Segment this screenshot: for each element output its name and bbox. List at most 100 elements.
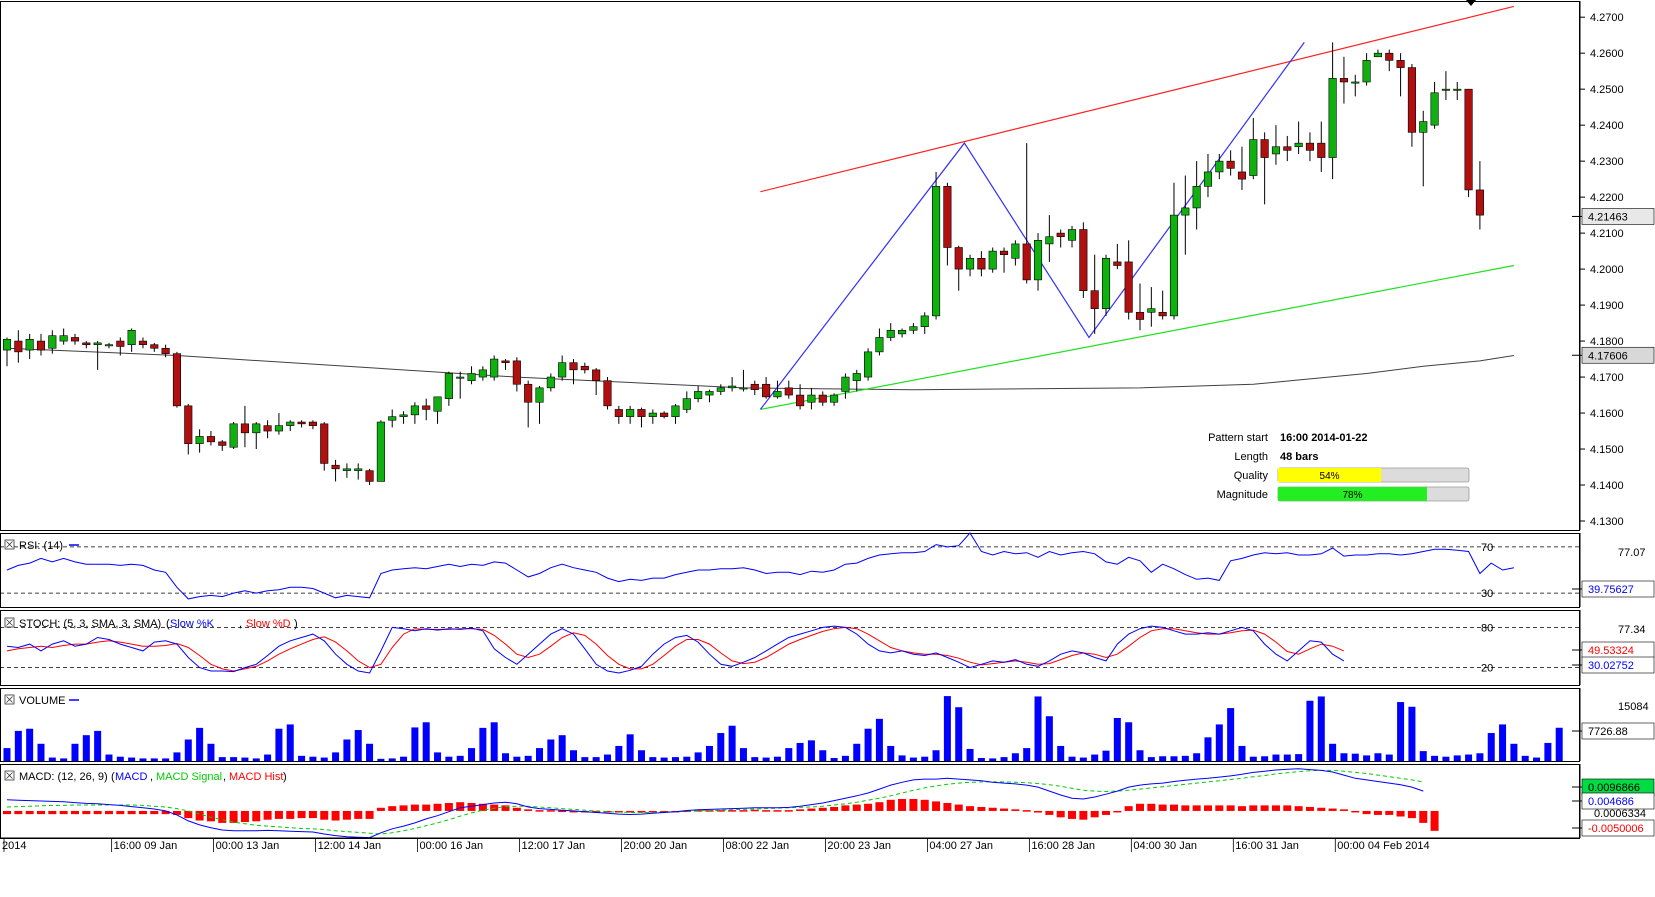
- candle-down: [818, 394, 827, 403]
- macd-hist-bar: [501, 805, 510, 811]
- x-tick-label: 12:00 17 Jan: [522, 840, 586, 852]
- macd-hist-bar: [229, 810, 238, 823]
- candle-down: [218, 441, 227, 446]
- volume-top-label: 15084: [1618, 701, 1649, 713]
- macd-hist-bar: [1260, 805, 1269, 811]
- candle-up: [1147, 308, 1156, 313]
- candle-down: [977, 258, 986, 270]
- macd-hist-bar: [104, 810, 113, 815]
- candle-up: [195, 436, 204, 444]
- macd-paren-open: (: [111, 771, 115, 783]
- candle-down: [70, 337, 80, 342]
- macd-legend-signal: MACD Signal: [156, 771, 222, 783]
- macd-hist-bar: [773, 810, 782, 812]
- volume-bar: [660, 757, 668, 761]
- volume-bar: [1555, 727, 1563, 761]
- macd-line: [6, 768, 1424, 839]
- macd-hist-bar: [739, 810, 748, 812]
- x-tick-label: 16:00 28 Jan: [1031, 840, 1095, 852]
- x-tick-label: 00:00 13 Jan: [216, 840, 280, 852]
- macd-hist-bar: [512, 807, 521, 811]
- info-label: Quality: [1234, 470, 1269, 482]
- macd-hist-bar: [626, 810, 635, 813]
- macd-hist-bar: [1215, 805, 1224, 811]
- macd-hist-bar: [1102, 810, 1111, 815]
- candle-down: [1385, 52, 1394, 61]
- macd-hist-bar: [1317, 807, 1326, 811]
- stoch-title: STOCH: (5, 3, SMA, 3, SMA): [19, 618, 161, 630]
- candle-up: [104, 344, 114, 347]
- candle-down: [1124, 261, 1133, 313]
- candle-down: [524, 383, 533, 403]
- rsi-line: [6, 532, 1514, 600]
- volume-bar: [1193, 753, 1201, 761]
- volume-value-tag: 7726.88: [1588, 726, 1628, 738]
- macd-hist-bar: [988, 807, 997, 811]
- price-tick-label: 4.1600: [1590, 408, 1624, 420]
- volume-bar: [581, 757, 589, 761]
- candle-up: [286, 421, 295, 426]
- volume-bar: [762, 757, 770, 761]
- candle-down: [954, 247, 963, 270]
- volume-bar: [150, 758, 158, 761]
- candle-up: [932, 186, 941, 317]
- resistance-line: [760, 5, 1515, 193]
- candle-down: [784, 387, 793, 396]
- macd-hist-bar: [1000, 808, 1009, 811]
- volume-bar: [1306, 700, 1314, 761]
- volume-bar: [841, 755, 849, 761]
- candle-down: [82, 342, 91, 345]
- volume-bar: [921, 756, 929, 761]
- macd-hist-bar: [127, 810, 136, 815]
- macd-hist-bar: [818, 807, 827, 811]
- volume-bar: [422, 722, 430, 761]
- macd-macd-tag: 0.004686: [1588, 796, 1634, 808]
- macd-hist-bar: [48, 810, 57, 815]
- candle-down: [1339, 78, 1348, 83]
- info-bar-fill: [1278, 468, 1382, 482]
- volume-bar: [105, 754, 113, 761]
- info-label: Length: [1234, 451, 1268, 463]
- candle-up: [1249, 139, 1258, 176]
- volume-bar: [875, 718, 883, 761]
- info-value: 16:00 2014-01-22: [1280, 432, 1367, 444]
- candle-up: [48, 335, 57, 349]
- candle-up: [1419, 121, 1428, 133]
- volume-bar: [1034, 696, 1042, 761]
- macd-hist-bar: [558, 810, 567, 813]
- candle-down: [1079, 229, 1088, 291]
- candle-up: [920, 315, 929, 327]
- candle-down: [297, 421, 306, 425]
- volume-bar: [1227, 708, 1235, 761]
- candle-up: [1192, 186, 1201, 209]
- candle-up: [1373, 52, 1382, 58]
- candle-up: [773, 391, 782, 398]
- volume-bar: [807, 740, 815, 761]
- x-tick-label: 16:00 09 Jan: [114, 840, 178, 852]
- macd-hist-bar: [240, 810, 249, 823]
- volume-bar: [332, 752, 340, 761]
- volume-bar: [1147, 757, 1155, 761]
- candle-down: [365, 470, 374, 482]
- volume-bar: [637, 750, 645, 761]
- stoch-close-icon-x2: [6, 619, 13, 626]
- macd-hist-bar: [1079, 810, 1088, 820]
- macd-hist-tag: -0.0050006: [1588, 823, 1644, 835]
- macd-hist-bar: [252, 810, 261, 822]
- info-bar-text: 54%: [1320, 471, 1340, 482]
- price-tick-label: 4.2300: [1590, 156, 1624, 168]
- candle-up: [490, 358, 499, 378]
- volume-bar: [411, 727, 419, 761]
- volume-bar: [116, 756, 124, 761]
- price-tick-label: 4.1800: [1590, 336, 1624, 348]
- volume-bar: [1442, 756, 1450, 761]
- price-tick-label: 4.2500: [1590, 84, 1624, 96]
- candle-down: [1396, 60, 1405, 68]
- volume-bar: [1329, 743, 1337, 761]
- candle-down: [138, 340, 148, 345]
- stoch-k-tag: 49.53324: [1588, 645, 1634, 657]
- macd-hist-bar: [467, 802, 476, 811]
- volume-bar: [1000, 757, 1008, 761]
- volume-bar: [536, 748, 544, 761]
- macd-hist-bar: [410, 804, 419, 811]
